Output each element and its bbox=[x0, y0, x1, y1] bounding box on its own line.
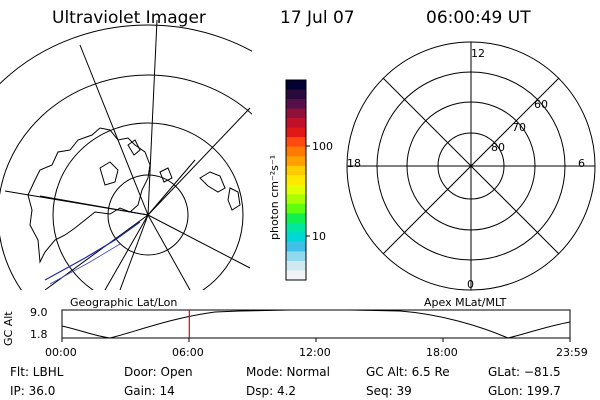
colorbar-tick-100: 100 bbox=[312, 140, 333, 153]
meridian bbox=[4, 190, 149, 216]
colorbar-gradient bbox=[286, 80, 306, 281]
colorbar-stripe bbox=[286, 232, 306, 243]
app-title: Ultraviolet Imager bbox=[52, 8, 206, 28]
colorbar-stripe bbox=[286, 222, 306, 233]
coastline bbox=[127, 139, 141, 156]
mlat-label-80: 80 bbox=[491, 141, 505, 154]
dsp-readout: Dsp: 4.2 bbox=[246, 384, 297, 398]
meridian bbox=[104, 214, 149, 290]
glat-readout: GLat: −81.5 bbox=[488, 365, 561, 379]
satellite-track bbox=[49, 243, 121, 285]
colorbar-stripe bbox=[286, 137, 306, 148]
polar-plot bbox=[346, 41, 596, 291]
time-readout: 06:00:49 UT bbox=[426, 8, 531, 28]
altitude-ytick-max: 9.0 bbox=[30, 306, 48, 319]
lat-circle-middle bbox=[52, 122, 244, 290]
lat-circle-outer bbox=[0, 74, 252, 290]
gain-readout: Gain: 14 bbox=[124, 384, 175, 398]
apex-panel-label: Apex MLat/MLT bbox=[424, 296, 507, 309]
colorbar-unit-label: photon cm⁻²s⁻¹ bbox=[268, 154, 281, 240]
altitude-xtick-2: 12:00 bbox=[299, 346, 331, 359]
altitude-curve bbox=[61, 309, 571, 339]
meridian bbox=[147, 214, 251, 269]
colorbar-stripe bbox=[286, 80, 306, 91]
colorbar bbox=[285, 79, 310, 281]
altitude-xtick-4: 23:59 bbox=[556, 346, 588, 359]
colorbar-stripe bbox=[286, 184, 306, 195]
mlt-label-18: 18 bbox=[347, 157, 361, 170]
colorbar-tick-10: 10 bbox=[312, 230, 326, 243]
meridian bbox=[44, 214, 149, 290]
coastline bbox=[227, 187, 241, 211]
colorbar-stripe bbox=[286, 99, 306, 110]
geographic-map bbox=[0, 20, 252, 290]
altitude-xtick-3: 18:00 bbox=[426, 346, 458, 359]
colorbar-frame bbox=[285, 79, 307, 281]
mlt-label-6: 6 bbox=[578, 157, 585, 170]
mlat-label-70: 70 bbox=[512, 121, 526, 134]
polar-meridian bbox=[382, 77, 560, 255]
meridian bbox=[79, 44, 149, 216]
colorbar-stripe bbox=[286, 146, 306, 157]
mlt-label-12: 12 bbox=[471, 47, 485, 60]
mlt-label-0: 0 bbox=[467, 278, 474, 291]
geographic-panel-label: Geographic Lat/Lon bbox=[70, 296, 178, 309]
gc-alt-readout: GC Alt: 6.5 Re bbox=[366, 365, 450, 379]
mode-readout: Mode: Normal bbox=[246, 365, 330, 379]
seq-readout: Seq: 39 bbox=[366, 384, 412, 398]
colorbar-stripe bbox=[286, 270, 306, 281]
colorbar-stripe bbox=[286, 175, 306, 186]
colorbar-stripe bbox=[286, 251, 306, 262]
colorbar-stripe bbox=[286, 194, 306, 205]
meridian bbox=[147, 107, 251, 216]
meridian bbox=[147, 214, 191, 290]
colorbar-stripe bbox=[286, 241, 306, 252]
satellite-track bbox=[44, 221, 141, 281]
colorbar-stripe bbox=[286, 127, 306, 138]
meridian bbox=[147, 20, 158, 216]
altitude-frame bbox=[61, 309, 571, 339]
altitude-ytick-min: 1.8 bbox=[30, 328, 48, 341]
coastline bbox=[159, 167, 173, 183]
colorbar-stripe bbox=[286, 89, 306, 100]
altitude-ylabel: GC Alt bbox=[2, 311, 15, 346]
filter-readout: Flt: LBHL bbox=[10, 365, 64, 379]
ip-readout: IP: 36.0 bbox=[10, 384, 56, 398]
altitude-xtick-1: 06:00 bbox=[172, 346, 204, 359]
date-readout: 17 Jul 07 bbox=[280, 8, 355, 28]
lat-circle-outermost bbox=[0, 24, 252, 85]
colorbar-stripe bbox=[286, 203, 306, 214]
colorbar-stripe bbox=[286, 213, 306, 224]
coastline bbox=[99, 161, 119, 186]
colorbar-stripe bbox=[286, 118, 306, 129]
meridian bbox=[119, 214, 149, 290]
colorbar-stripe bbox=[286, 108, 306, 119]
glon-readout: GLon: 199.7 bbox=[488, 384, 561, 398]
meridian bbox=[147, 159, 196, 216]
mlat-label-60: 60 bbox=[534, 98, 548, 111]
altitude-plot bbox=[61, 309, 571, 342]
colorbar-stripe bbox=[286, 156, 306, 167]
coastline bbox=[199, 171, 226, 193]
colorbar-stripe bbox=[286, 165, 306, 176]
colorbar-stripe bbox=[286, 260, 306, 271]
coastline bbox=[27, 127, 151, 264]
door-readout: Door: Open bbox=[124, 365, 193, 379]
altitude-xtick-0: 00:00 bbox=[45, 346, 77, 359]
